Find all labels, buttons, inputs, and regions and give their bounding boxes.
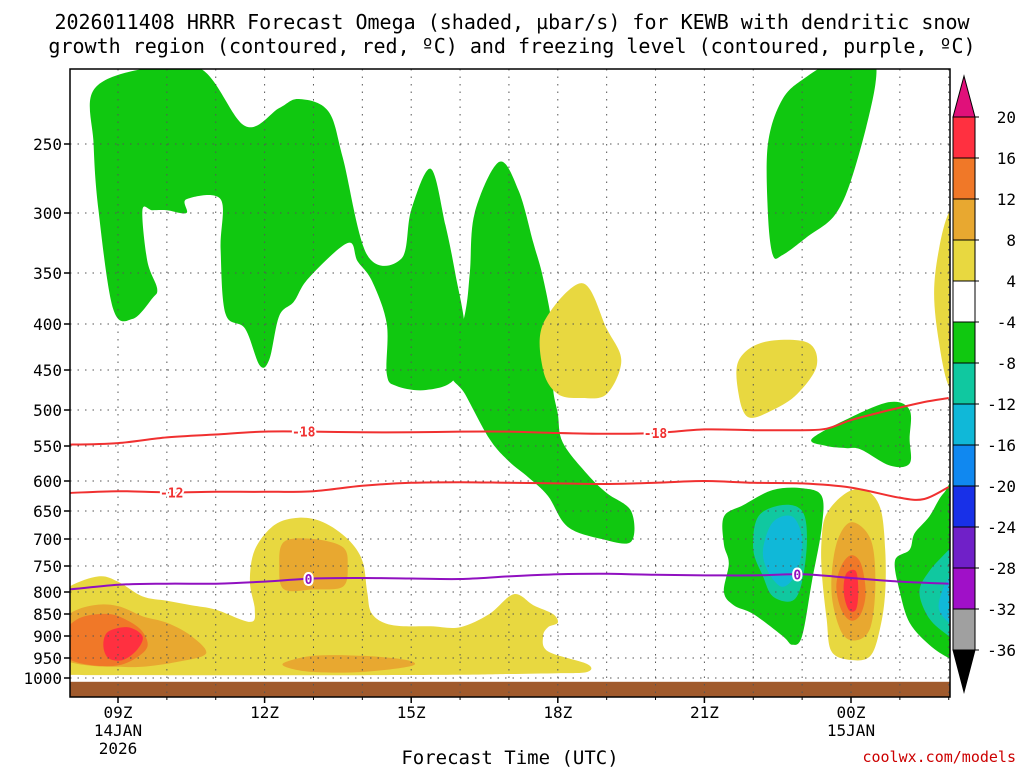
colorbar-swatch bbox=[952, 403, 976, 446]
dgz-minus-18-label: -18 bbox=[292, 426, 316, 441]
colorbar-swatch bbox=[952, 116, 976, 159]
y-tick-label: 900 bbox=[33, 627, 62, 646]
omega-shading-layer bbox=[70, 69, 950, 676]
y-tick-label: 500 bbox=[33, 401, 62, 420]
y-tick-label: 650 bbox=[33, 502, 62, 521]
omega-neg12-far-right bbox=[938, 576, 950, 624]
dgz-minus-12-label-halo: -12 bbox=[160, 486, 183, 501]
omega-pos16-left-low bbox=[103, 627, 143, 661]
y-axis-ticks: 250 300 350 400 450 500 550 600 650 700 750 800 850 9… bbox=[23, 135, 70, 688]
x-tick-label: 09Z bbox=[104, 703, 133, 722]
colorbar-label: 12 bbox=[997, 190, 1016, 209]
x-tick-year: 2026 bbox=[99, 739, 138, 758]
colorbar-label: 20 bbox=[997, 108, 1016, 127]
colorbar-swatch bbox=[952, 157, 976, 200]
colorbar-label: -36 bbox=[987, 641, 1016, 660]
chart-title-line-2: growth region (contoured, red, ºC) and f… bbox=[48, 34, 975, 58]
omega-neg12-right-low bbox=[762, 515, 803, 587]
colorbar-label: -32 bbox=[987, 600, 1016, 619]
colorbar-bottom-arrow bbox=[952, 649, 976, 694]
y-tick-label: 350 bbox=[33, 264, 62, 283]
chart-title-line-1: 2026011408 HRRR Forecast Omega (shaded, … bbox=[54, 10, 970, 34]
y-tick-label: 300 bbox=[33, 204, 62, 223]
x-tick-label: 15Z bbox=[397, 703, 426, 722]
colorbar-label: -20 bbox=[987, 477, 1016, 496]
colorbar-label: 4 bbox=[1006, 272, 1016, 291]
y-tick-label: 1000 bbox=[23, 669, 62, 688]
omega-pos16-right-low bbox=[843, 569, 859, 612]
dgz-minus-18-line bbox=[70, 397, 949, 446]
omega-neg4-upper-right bbox=[766, 69, 877, 259]
x-tick-label: 12Z bbox=[250, 703, 279, 722]
x-tick-date: 15JAN bbox=[827, 721, 875, 740]
omega-pos4-center-top bbox=[539, 283, 622, 399]
x-tick-label: 18Z bbox=[543, 703, 572, 722]
terrain-layer bbox=[70, 681, 950, 697]
colorbar-label: -28 bbox=[987, 559, 1016, 578]
colorbar-swatch bbox=[952, 608, 976, 651]
y-tick-label: 550 bbox=[33, 437, 62, 456]
colorbar-swatch bbox=[952, 444, 976, 487]
colorbar-label: -12 bbox=[987, 395, 1016, 414]
plot-frame bbox=[69, 68, 951, 698]
freezing-level-0-line bbox=[70, 572, 949, 591]
colorbar-label: -16 bbox=[987, 436, 1016, 455]
colorbar-label: -24 bbox=[987, 518, 1016, 537]
colorbar-swatch bbox=[952, 198, 976, 241]
colorbar-label: 8 bbox=[1006, 231, 1016, 250]
colorbar-label: -4 bbox=[997, 313, 1016, 332]
y-tick-label: 600 bbox=[33, 472, 62, 491]
y-tick-label: 450 bbox=[33, 361, 62, 380]
y-tick-label: 850 bbox=[33, 605, 62, 624]
y-tick-label: 950 bbox=[33, 649, 62, 668]
colorbar-swatch bbox=[952, 321, 976, 364]
colorbar-swatch bbox=[952, 485, 976, 528]
x-axis-title: Forecast Time (UTC) bbox=[401, 747, 618, 768]
dgz-minus-12-line bbox=[70, 479, 950, 501]
x-tick-label: 00Z bbox=[837, 703, 866, 722]
credit-text: coolwx.com/models bbox=[862, 748, 1016, 766]
freezing-level-0-label-halo: 0 bbox=[305, 573, 313, 588]
y-tick-label: 800 bbox=[33, 583, 62, 602]
y-tick-label: 250 bbox=[33, 135, 62, 154]
colorbar-top-arrow bbox=[952, 74, 976, 118]
freezing-level-0-label: 0 bbox=[793, 568, 801, 583]
freezing-level-0-label: 0 bbox=[305, 573, 313, 588]
y-tick-label: 700 bbox=[33, 530, 62, 549]
x-tick-date: 14JAN bbox=[94, 721, 142, 740]
colorbar-label: 16 bbox=[997, 149, 1016, 168]
omega-neg4-upper-left bbox=[89, 69, 465, 391]
dgz-minus-18-label-halo: -18 bbox=[292, 426, 316, 441]
omega-pos4-far-right-top bbox=[934, 209, 950, 390]
colorbar-swatch bbox=[952, 239, 976, 282]
colorbar-swatch bbox=[952, 280, 976, 323]
dgz-minus-18-label-halo: -18 bbox=[644, 427, 668, 442]
colorbar-swatch bbox=[952, 567, 976, 610]
omega-neg4-right-mid bbox=[811, 401, 912, 468]
x-tick-label: 21Z bbox=[690, 703, 719, 722]
colorbar-label: -8 bbox=[997, 354, 1016, 373]
ground-surface bbox=[70, 681, 950, 697]
freezing-level-0-label-halo: 0 bbox=[793, 568, 801, 583]
y-tick-label: 750 bbox=[33, 557, 62, 576]
colorbar: 20 16 12 8 4 -4 -8 -12 -16 -20 -24 -28 -32 -36 bbox=[952, 74, 1016, 694]
dgz-minus-18-label: -18 bbox=[644, 427, 668, 442]
omega-pos4-right-top bbox=[736, 339, 818, 418]
y-tick-label: 400 bbox=[33, 315, 62, 334]
omega-pos8-mid-low bbox=[282, 655, 416, 673]
colorbar-swatch bbox=[952, 362, 976, 405]
dgz-minus-12-label: -12 bbox=[160, 486, 183, 501]
colorbar-swatch bbox=[952, 526, 976, 569]
